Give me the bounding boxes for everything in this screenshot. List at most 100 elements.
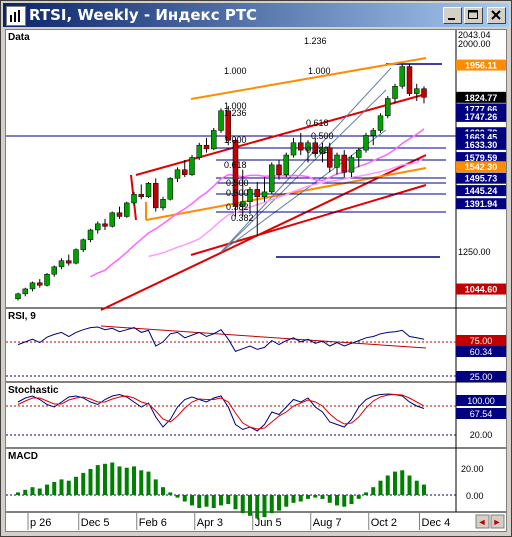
close-button[interactable]: [487, 7, 506, 24]
candle: [160, 196, 166, 211]
candle-body: [138, 194, 144, 198]
price-box: 1956.11: [456, 59, 506, 71]
macd-bar: [277, 495, 281, 511]
candle-body: [37, 282, 43, 286]
macd-bar: [407, 475, 412, 495]
candle-body: [327, 147, 333, 168]
candle-body: [66, 260, 72, 264]
rsi-level-label: 75.00: [470, 336, 493, 346]
candle: [182, 159, 188, 178]
macd-bar: [233, 495, 238, 510]
macd-bar: [371, 487, 376, 495]
minimize-button[interactable]: [443, 7, 462, 24]
chart-app-icon[interactable]: [6, 6, 26, 26]
fib-fan-line[interactable]: [220, 89, 387, 253]
macd-bar: [320, 495, 325, 499]
price-box: 1391.94: [456, 198, 506, 210]
fib-label: 0.618: [224, 160, 247, 170]
macd-bar: [335, 495, 339, 506]
price-box-label: 1747.26: [465, 112, 498, 122]
candle: [51, 265, 57, 277]
close-icon: [491, 10, 501, 20]
moving-average-line: [148, 157, 425, 258]
price-box: 1747.26: [456, 110, 506, 122]
macd-bar: [356, 495, 361, 499]
macd-bar: [103, 463, 107, 495]
fib-label: 0.618: [306, 118, 329, 128]
maximize-button[interactable]: [464, 7, 483, 24]
candle-body: [399, 66, 405, 87]
x-axis-label: Feb 6: [139, 517, 167, 529]
stoch-box: [456, 395, 506, 406]
macd-bar: [400, 470, 405, 495]
price-candles[interactable]: [15, 64, 427, 301]
price-box-label: 1542.30: [465, 162, 498, 172]
moving-average-line: [90, 128, 425, 278]
macd-bar: [219, 495, 223, 506]
scroll-right-icon: ►: [493, 517, 502, 527]
macd-bar: [146, 471, 151, 495]
chart-canvas[interactable]: Data RSI, 9 Stochastic MACD: [6, 30, 506, 531]
candle: [385, 96, 391, 119]
macd-bar: [197, 495, 202, 508]
candle: [341, 150, 347, 178]
candle-body: [95, 223, 101, 231]
macd-bar: [240, 495, 245, 514]
price-box-bg: [456, 152, 506, 164]
fib-label: 0.382: [231, 213, 254, 223]
chart-area[interactable]: Data RSI, 9 Stochastic MACD: [5, 29, 507, 532]
candle: [356, 147, 362, 168]
candle: [414, 83, 420, 101]
scroll-left-button[interactable]: [475, 514, 490, 529]
candle-body: [298, 142, 304, 151]
title-bar[interactable]: RTSI, Weekly - Индекс РТС: [3, 3, 509, 27]
candle: [312, 137, 318, 158]
rsi-box: [456, 346, 506, 357]
candle-body: [261, 191, 268, 198]
candle: [269, 162, 275, 195]
candle: [370, 128, 376, 146]
candle-body: [145, 183, 152, 198]
macd-bar: [204, 495, 209, 507]
candle: [290, 137, 297, 158]
candle: [58, 258, 65, 270]
candle: [189, 155, 195, 176]
macd-bar: [95, 465, 100, 495]
candle-body: [363, 135, 369, 151]
candle: [196, 142, 202, 160]
macd-bar: [255, 495, 260, 519]
price-box-bg: [456, 131, 506, 143]
price-box: 1542.30: [456, 161, 506, 173]
macd-bar: [153, 479, 158, 495]
rsi-trendline[interactable]: [100, 325, 427, 349]
candle-body: [182, 169, 188, 175]
candle-body: [276, 164, 282, 175]
candle-body: [29, 282, 36, 290]
candle: [102, 218, 108, 230]
macd-bar: [30, 487, 35, 495]
candle-body: [406, 66, 413, 94]
trendline-overlays[interactable]: [6, 57, 456, 311]
stoch-level-label: 67.54: [470, 409, 493, 419]
scroll-right-button[interactable]: [490, 514, 505, 529]
candle-body: [109, 212, 115, 227]
candle: [29, 281, 36, 292]
candle-body: [22, 288, 28, 295]
candle-body: [240, 201, 246, 207]
candle-body: [102, 223, 108, 227]
rsi-pane-label: RSI, 9: [8, 311, 36, 322]
macd-bar: [349, 495, 354, 505]
macd-bar: [422, 484, 426, 495]
candle: [203, 137, 210, 153]
candle: [254, 182, 260, 237]
fib-label: 0.500: [226, 178, 249, 188]
macd-bar: [124, 467, 129, 495]
candle-body: [232, 140, 239, 207]
macd-bar: [378, 480, 383, 495]
price-box-label: 1956.11: [465, 61, 497, 71]
candle: [22, 287, 28, 297]
price-box: 1495.73: [456, 172, 506, 184]
macd-bar: [23, 489, 28, 495]
candle: [15, 292, 21, 301]
fork-line[interactable]: [190, 57, 427, 100]
